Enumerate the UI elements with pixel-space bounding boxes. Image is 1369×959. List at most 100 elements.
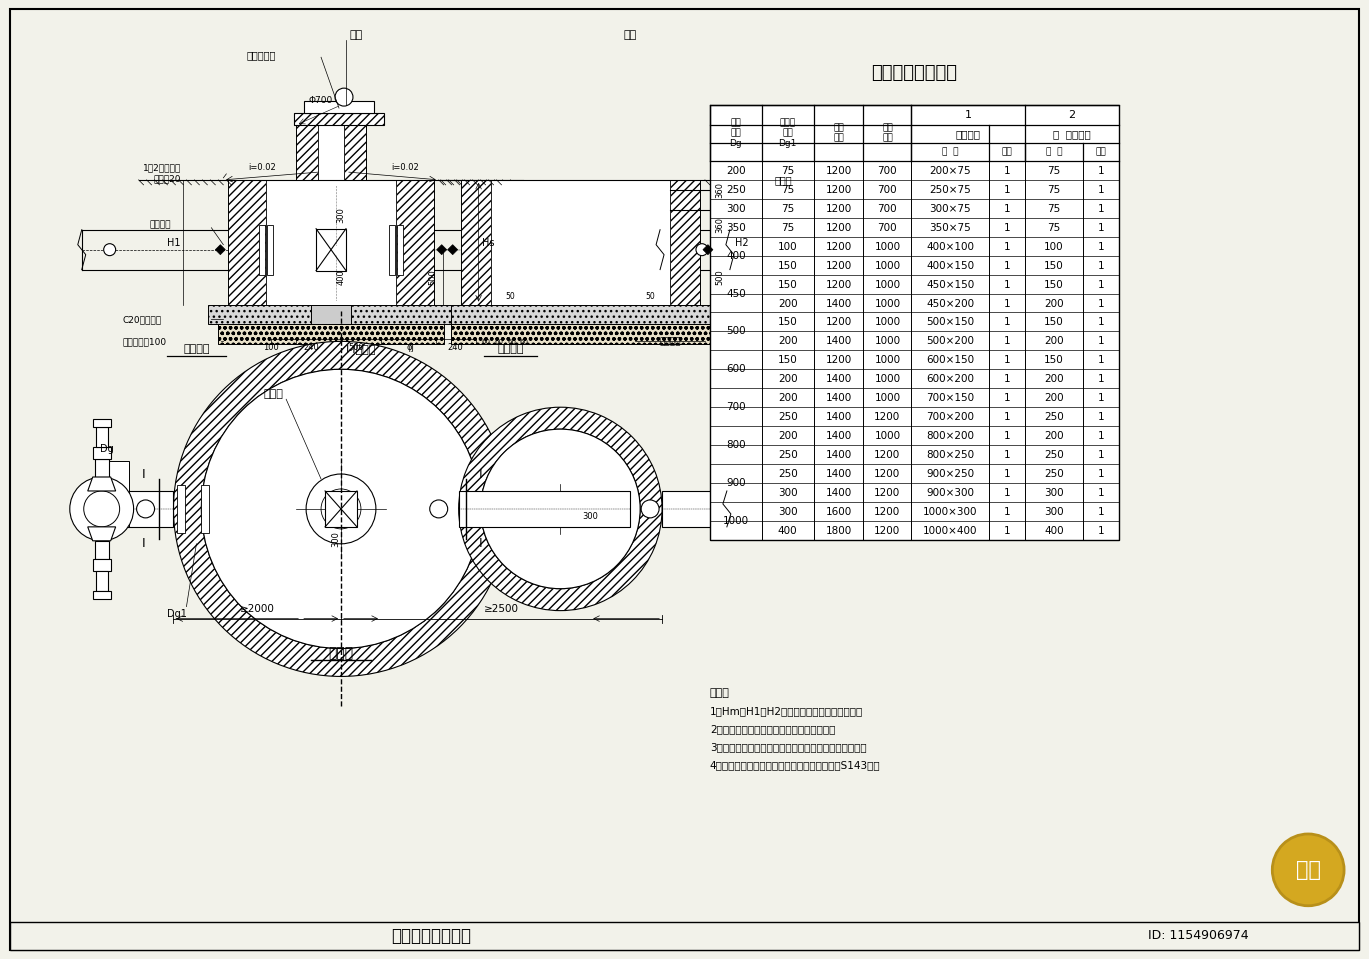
Text: 600×200: 600×200 <box>927 374 975 385</box>
Circle shape <box>430 500 448 518</box>
Text: H2: H2 <box>735 238 749 247</box>
Bar <box>208 305 453 324</box>
Text: 1400: 1400 <box>826 488 852 498</box>
Text: 500: 500 <box>428 269 437 286</box>
Text: 1200: 1200 <box>826 356 852 365</box>
Text: 150: 150 <box>778 317 798 327</box>
Text: 700: 700 <box>878 166 897 175</box>
Text: 1: 1 <box>1003 185 1010 195</box>
Text: 500×150: 500×150 <box>927 317 975 327</box>
Bar <box>397 224 402 274</box>
Bar <box>218 324 444 344</box>
Text: 1000: 1000 <box>875 280 901 290</box>
Text: 200×75: 200×75 <box>930 166 971 175</box>
Text: 1000: 1000 <box>875 261 901 270</box>
Bar <box>389 224 394 274</box>
Text: 1200: 1200 <box>826 261 852 270</box>
Bar <box>450 324 711 344</box>
Text: 800×250: 800×250 <box>927 450 975 460</box>
Text: 井盖及盖座: 井盖及盖座 <box>246 50 277 60</box>
Text: I-I剖面图: I-I剖面图 <box>346 344 376 355</box>
Bar <box>229 180 266 305</box>
Text: I: I <box>479 537 482 550</box>
Text: 360: 360 <box>716 217 724 233</box>
Text: 数量: 数量 <box>1002 148 1013 156</box>
Text: 1400: 1400 <box>826 432 852 441</box>
Text: 1．Hm、H1、H2根据工程需要由设计人确定；: 1．Hm、H1、H2根据工程需要由设计人确定； <box>711 707 864 716</box>
Text: 100: 100 <box>778 242 798 251</box>
Text: 1000: 1000 <box>875 298 901 309</box>
Text: 300: 300 <box>1045 507 1064 517</box>
Text: Dg: Dg <box>100 444 114 455</box>
Text: 400×150: 400×150 <box>927 261 975 270</box>
Text: 1200: 1200 <box>875 526 901 536</box>
Text: 平面图: 平面图 <box>329 646 353 661</box>
Text: 300: 300 <box>778 507 798 517</box>
Text: 1: 1 <box>1003 412 1010 422</box>
Circle shape <box>626 244 638 256</box>
Bar <box>296 125 318 180</box>
Text: 250: 250 <box>726 185 746 195</box>
Text: 1200: 1200 <box>826 280 852 290</box>
Bar <box>77 491 174 526</box>
Text: 1: 1 <box>1098 412 1105 422</box>
Text: 1: 1 <box>1003 166 1010 175</box>
Bar <box>94 541 108 559</box>
Bar <box>508 491 630 526</box>
Text: 排泥阀门井安装图: 排泥阀门井安装图 <box>390 926 471 945</box>
Text: 1: 1 <box>1003 507 1010 517</box>
Text: 1000: 1000 <box>875 337 901 346</box>
Bar <box>304 101 374 113</box>
Circle shape <box>641 500 658 518</box>
Text: 50: 50 <box>505 292 515 301</box>
Text: 1: 1 <box>1098 374 1105 385</box>
Text: 1: 1 <box>1003 488 1010 498</box>
Text: 1: 1 <box>1003 337 1010 346</box>
Bar <box>96 571 108 591</box>
Text: 1: 1 <box>1003 432 1010 441</box>
Text: 60: 60 <box>507 339 516 345</box>
Text: 200: 200 <box>778 374 798 385</box>
Text: 450: 450 <box>726 289 746 298</box>
Text: 1: 1 <box>1003 298 1010 309</box>
Text: 250: 250 <box>778 450 798 460</box>
Circle shape <box>1272 834 1344 905</box>
Text: 1000: 1000 <box>875 317 901 327</box>
Text: 700×200: 700×200 <box>927 412 975 422</box>
Text: 400: 400 <box>726 250 746 261</box>
Bar <box>10 922 1359 949</box>
Text: 150: 150 <box>778 280 798 290</box>
Text: 1400: 1400 <box>826 393 852 403</box>
Text: 350: 350 <box>726 222 746 233</box>
Text: 1: 1 <box>1003 526 1010 536</box>
Text: 250: 250 <box>1045 412 1064 422</box>
Text: 1: 1 <box>1003 393 1010 403</box>
Bar <box>669 180 700 305</box>
Text: 1: 1 <box>1003 242 1010 251</box>
Bar <box>93 591 111 598</box>
Text: I: I <box>142 468 145 480</box>
Text: 1：2水泥砂浆: 1：2水泥砂浆 <box>144 163 182 173</box>
Text: 75: 75 <box>782 222 794 233</box>
Text: φj: φj <box>407 343 415 352</box>
Text: 600×150: 600×150 <box>927 356 975 365</box>
Text: 700: 700 <box>878 185 897 195</box>
Text: 200: 200 <box>726 166 746 175</box>
Text: Dg1: Dg1 <box>167 609 186 619</box>
Text: 250: 250 <box>778 469 798 479</box>
Text: 500: 500 <box>716 269 724 286</box>
Circle shape <box>322 489 361 528</box>
Bar <box>663 491 727 526</box>
Text: 1400: 1400 <box>826 337 852 346</box>
Text: 1200: 1200 <box>875 488 901 498</box>
Text: 规  格: 规 格 <box>942 148 958 156</box>
Text: 350×75: 350×75 <box>930 222 971 233</box>
Text: 60: 60 <box>481 339 490 345</box>
Text: 100: 100 <box>1045 242 1064 251</box>
Text: 数量: 数量 <box>1095 148 1106 156</box>
Text: 200: 200 <box>1045 393 1064 403</box>
Text: 75: 75 <box>1047 222 1061 233</box>
Text: 250: 250 <box>1045 450 1064 460</box>
Bar <box>259 224 266 274</box>
Text: 1400: 1400 <box>826 450 852 460</box>
